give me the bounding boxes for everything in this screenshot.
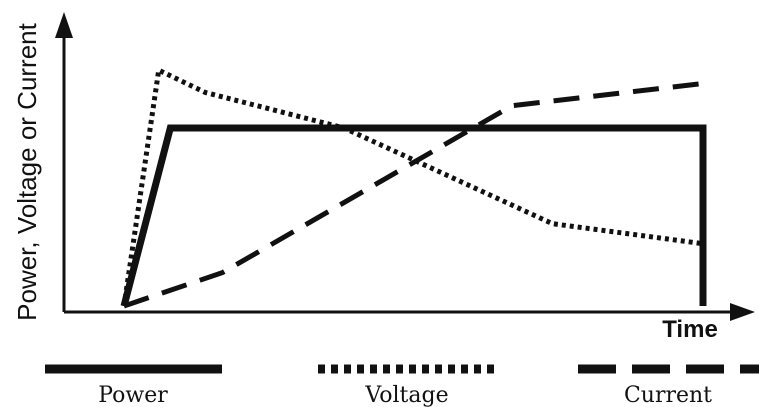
series-line-current: [123, 81, 704, 309]
legend-label-voltage: Voltage: [364, 383, 448, 407]
axes: [55, 12, 755, 321]
legend-label-current: Current: [624, 383, 712, 407]
legend-item-power: Power: [45, 364, 222, 407]
legend-item-current: Current: [578, 364, 759, 407]
x-axis-arrow: [730, 303, 755, 321]
series-line-power: [120, 124, 707, 307]
series-layer: [120, 66, 707, 309]
y-axis-label: Power, Voltage or Current: [12, 22, 42, 320]
series-line-voltage: [121, 66, 704, 307]
legend-item-voltage: Voltage: [318, 364, 496, 407]
y-axis-arrow: [55, 12, 73, 38]
legend: Power Voltage Current: [45, 364, 759, 407]
x-axis-label: Time: [662, 316, 718, 343]
legend-label-power: Power: [98, 383, 168, 407]
